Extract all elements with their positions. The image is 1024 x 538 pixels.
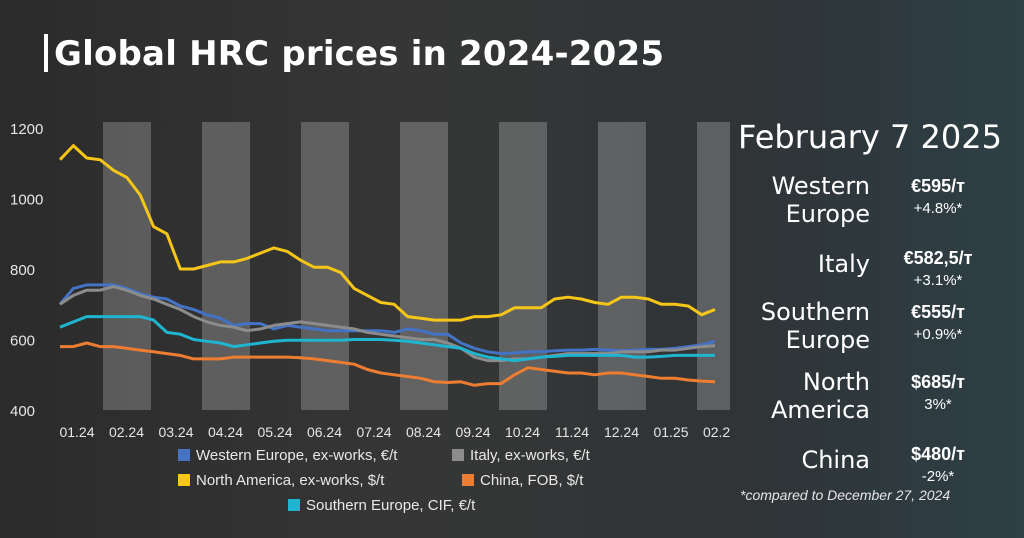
- region-name-line1: China: [801, 446, 870, 474]
- x-tick-label: 01.25: [653, 424, 688, 440]
- shaded-band: [103, 122, 151, 410]
- price-value: €595/т: [911, 176, 965, 196]
- y-tick-label: 1200: [10, 121, 43, 138]
- x-tick-label: 11.24: [555, 424, 589, 440]
- legend-label: Southern Europe, CIF, €/t: [306, 497, 476, 514]
- series-line-1: [59, 285, 716, 363]
- x-tick-label: 02.25: [703, 424, 730, 440]
- region-name-line1: Western: [771, 172, 870, 200]
- region-name-line2: America: [771, 396, 870, 424]
- panel-date: February 7 2025: [738, 118, 1002, 156]
- region-name-line2: Europe: [785, 200, 870, 228]
- region-name: Western Europe: [772, 172, 870, 228]
- y-tick-label: 400: [10, 403, 35, 420]
- region-name-line2: Europe: [785, 326, 870, 354]
- region-name-line1: Southern: [760, 298, 870, 326]
- shaded-band: [499, 122, 547, 410]
- price-value: $480/т: [911, 444, 965, 464]
- legend-item: Italy, ex-works, €/t: [452, 447, 590, 464]
- region-name-line1: Italy: [817, 250, 870, 278]
- title-accent-bar: [44, 34, 48, 72]
- legend-swatch: [462, 474, 474, 486]
- price-value: €555/т: [911, 302, 965, 322]
- legend-label: Western Europe, ex-works, €/t: [196, 447, 398, 464]
- footnote: *compared to December 27, 2024: [740, 487, 951, 503]
- x-tick-label: 08.24: [406, 424, 441, 440]
- shaded-band: [598, 122, 646, 410]
- legend-swatch: [288, 499, 300, 511]
- price-panel: February 7 2025: [720, 118, 1020, 162]
- price-value: $685/т: [911, 372, 965, 392]
- y-tick-label: 1000: [10, 192, 43, 209]
- series-line-0: [58, 283, 716, 356]
- region-name: Italy: [818, 250, 870, 278]
- line-chart: 400 600 800 1000 1200 01.24 02.24 03.24 04.24 05.…: [10, 121, 730, 440]
- region-name: North America: [771, 368, 870, 424]
- page-title: Global HRC prices in 2024-2025: [44, 34, 664, 74]
- legend-label: China, FOB, $/t: [480, 472, 584, 489]
- x-tick-label: 02.24: [109, 424, 144, 440]
- x-tick-label: 03.24: [158, 424, 193, 440]
- region-name: China: [801, 446, 870, 474]
- x-tick-label: 01.24: [59, 424, 94, 440]
- title-text: Global HRC prices in 2024-2025: [54, 34, 665, 74]
- region-name-line1: North: [802, 368, 870, 396]
- y-tick-label: 800: [10, 262, 35, 279]
- y-tick-label: 600: [10, 333, 35, 350]
- legend-item: North America, ex-works, $/t: [178, 472, 384, 489]
- price-change: -2%*: [921, 468, 955, 485]
- price-change: +0.9%*: [913, 326, 963, 343]
- shaded-band: [697, 122, 730, 410]
- x-tick-label: 10.24: [505, 424, 540, 440]
- legend-item: Southern Europe, CIF, €/t: [288, 497, 475, 514]
- price-change: +4.8%*: [913, 200, 963, 217]
- series-line-2: [58, 144, 716, 322]
- x-tick-label: 06.24: [307, 424, 342, 440]
- x-tick-label: 12.24: [604, 424, 639, 440]
- price-change: +3.1%*: [913, 272, 963, 289]
- price-change: 3%*: [924, 396, 952, 413]
- legend-label: Italy, ex-works, €/t: [470, 447, 590, 464]
- x-tick-label: 07.24: [356, 424, 391, 440]
- legend-item: China, FOB, $/t: [462, 472, 583, 489]
- region-name: Southern Europe: [761, 298, 870, 354]
- legend-swatch: [178, 474, 190, 486]
- series-line-4: [59, 315, 715, 363]
- legend-label: North America, ex-works, $/t: [196, 472, 385, 489]
- x-tick-label: 09.24: [455, 424, 490, 440]
- x-tick-label: 04.24: [208, 424, 243, 440]
- legend-item: Western Europe, ex-works, €/t: [178, 447, 397, 464]
- legend-swatch: [452, 449, 464, 461]
- shaded-band: [400, 122, 448, 410]
- series-line-3: [60, 341, 716, 387]
- price-value: €582,5/т: [903, 248, 973, 268]
- x-tick-label: 05.24: [257, 424, 292, 440]
- legend-swatch: [178, 449, 190, 461]
